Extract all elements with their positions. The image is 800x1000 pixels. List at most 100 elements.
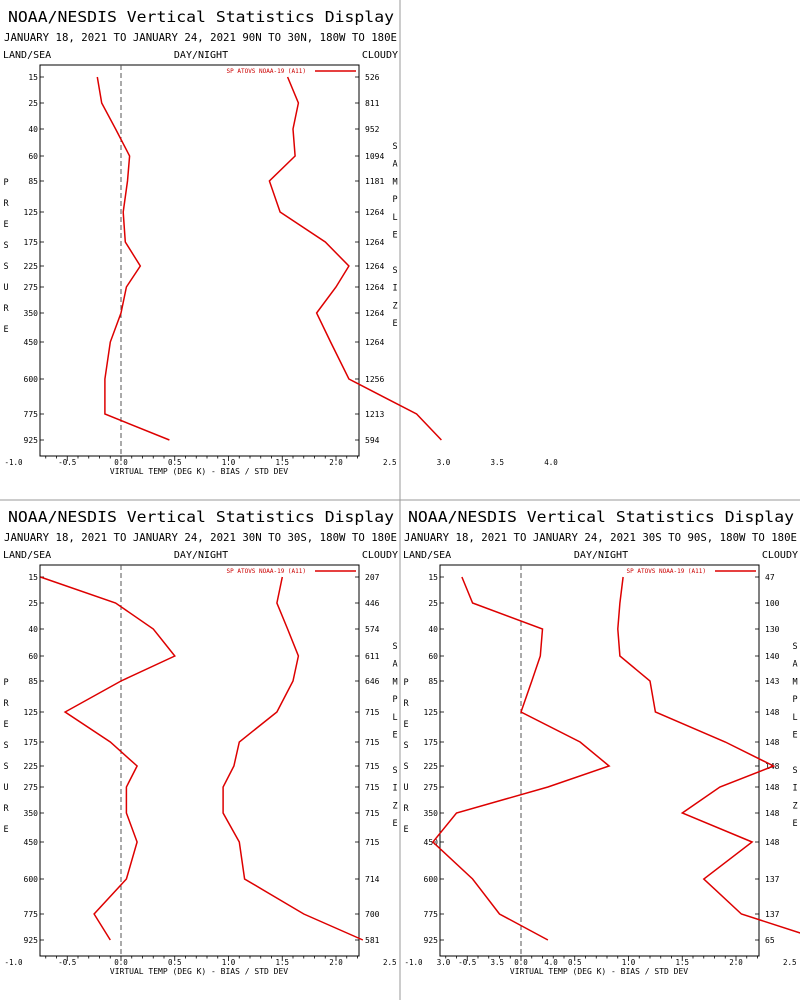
x-axis-label: VIRTUAL TEMP (DEG K) - BIAS / STD DEV	[510, 967, 688, 976]
sample-size-label: 65	[765, 936, 775, 945]
header-cloudy: CLOUDY	[362, 50, 398, 61]
pressure-level-label: 450	[424, 838, 439, 847]
pressure-level-label: 775	[24, 410, 39, 419]
y2-axis-label-char: S	[792, 766, 797, 776]
sample-size-label: 1264	[365, 309, 384, 318]
y2-axis-label-char: L	[392, 213, 397, 223]
sample-size-label: 137	[765, 910, 780, 919]
x-tick-label: 2.0	[729, 958, 743, 967]
y-axis-label-char: S	[3, 762, 8, 772]
pressure-level-label: 275	[424, 783, 439, 792]
y2-axis-label-char: I	[392, 784, 397, 794]
x-tick-label: 3.5	[490, 458, 504, 467]
x-axis-label: VIRTUAL TEMP (DEG K) - BIAS / STD DEV	[110, 467, 288, 476]
sample-size-label: 148	[765, 738, 780, 747]
sample-size-label: 1264	[365, 238, 384, 247]
stddev-series-line	[222, 576, 364, 941]
sample-size-label: 1264	[365, 208, 384, 217]
y-axis-label-char: R	[403, 699, 409, 709]
x-tick-label: 2.0	[329, 458, 343, 467]
y-axis-label-char: E	[3, 825, 8, 835]
x-tick-label: 1.0	[622, 958, 636, 967]
y2-axis-label-char: M	[392, 177, 397, 187]
sample-size-label: 700	[365, 910, 380, 919]
pressure-level-label: 350	[424, 809, 439, 818]
bias-series-line	[431, 576, 611, 941]
y-axis-label-char: R	[3, 199, 9, 209]
header-cloudy: CLOUDY	[762, 550, 798, 561]
y2-axis-label-char: S	[392, 766, 397, 776]
sample-size-label: 1181	[365, 177, 384, 186]
sample-size-label: 611	[365, 652, 380, 661]
sample-size-label: 811	[365, 99, 380, 108]
stddev-series-line	[617, 576, 800, 934]
pressure-level-label: 15	[428, 573, 438, 582]
header-cloudy: CLOUDY	[362, 550, 398, 561]
y-axis-label-char: E	[3, 720, 8, 730]
pressure-level-label: 275	[24, 283, 39, 292]
stddev-series-line	[268, 76, 442, 441]
pressure-level-label: 225	[24, 262, 39, 271]
x-tick-label: -0.5	[58, 458, 76, 467]
y2-axis-label-char: L	[392, 713, 397, 723]
pressure-level-label: 125	[24, 208, 39, 217]
x-tick-label: 0.5	[168, 458, 182, 467]
pressure-level-label: 925	[24, 936, 39, 945]
chart-panel-3: NOAA/NESDIS Vertical Statistics Display J…	[403, 508, 800, 976]
pressure-level-label: 775	[24, 910, 39, 919]
x-tick-label: 0.0	[114, 958, 128, 967]
y2-axis-label-char: A	[792, 660, 797, 670]
x-tick-label: 3.0	[437, 458, 451, 467]
x-tick-label: -1.0	[4, 958, 23, 967]
chart-panel-1: NOAA/NESDIS Vertical Statistics Display J…	[3, 8, 558, 476]
sample-size-label: 47	[765, 573, 775, 582]
x-axis-label: VIRTUAL TEMP (DEG K) - BIAS / STD DEV	[110, 967, 288, 976]
sample-size-label: 1264	[365, 262, 384, 271]
pressure-level-label: 175	[424, 738, 439, 747]
sample-size-label: 574	[365, 625, 380, 634]
pressure-level-label: 175	[24, 238, 39, 247]
sample-size-label: 148	[765, 708, 780, 717]
x-tick-label: 2.5	[383, 458, 397, 467]
x-tick-label: 0.0	[514, 958, 528, 967]
sample-size-label: 526	[365, 73, 380, 82]
pressure-level-label: 25	[28, 599, 38, 608]
pressure-level-label: 350	[24, 309, 39, 318]
y2-axis-label-char: P	[392, 195, 397, 205]
sample-size-label: 1264	[365, 338, 384, 347]
y-axis-label-char: S	[3, 262, 8, 272]
chart-panel-2: NOAA/NESDIS Vertical Statistics Display J…	[3, 508, 558, 976]
y2-axis-label-char: E	[392, 231, 397, 241]
y-axis-label-char: E	[403, 720, 408, 730]
sample-size-label: 715	[365, 783, 380, 792]
bias-series-line	[96, 76, 170, 441]
y2-axis-label-char: E	[792, 731, 797, 741]
y2-axis-label-char: E	[792, 819, 797, 829]
x-tick-label: -0.5	[58, 958, 76, 967]
x-tick-label: 1.5	[275, 958, 289, 967]
pressure-level-label: 60	[428, 652, 438, 661]
sample-size-label: 1213	[365, 410, 384, 419]
sample-size-label: 143	[765, 677, 780, 686]
y2-axis-label-char: P	[392, 695, 397, 705]
x-tick-label: 3.5	[490, 958, 504, 967]
sample-size-label: 137	[765, 875, 780, 884]
chart-title: NOAA/NESDIS Vertical Statistics Display	[8, 508, 394, 526]
y2-axis-label-char: L	[792, 713, 797, 723]
header-day-night: DAY/NIGHT	[174, 550, 228, 561]
header-day-night: DAY/NIGHT	[174, 50, 228, 61]
y-axis-label-char: E	[403, 825, 408, 835]
pressure-level-label: 350	[24, 809, 39, 818]
x-tick-label: 4.0	[544, 458, 558, 467]
sample-size-label: 581	[365, 936, 380, 945]
y-axis-label-char: S	[3, 741, 8, 751]
x-tick-label: -1.0	[4, 458, 23, 467]
sample-size-label: 646	[365, 677, 380, 686]
y2-axis-label-char: I	[792, 784, 797, 794]
header-land-sea: LAND/SEA	[3, 550, 51, 561]
pressure-level-label: 925	[424, 936, 439, 945]
chart-title: NOAA/NESDIS Vertical Statistics Display	[8, 8, 394, 26]
sample-size-label: 1256	[365, 375, 384, 384]
sample-size-label: 594	[365, 436, 380, 445]
y-axis-label-char: E	[3, 220, 8, 230]
